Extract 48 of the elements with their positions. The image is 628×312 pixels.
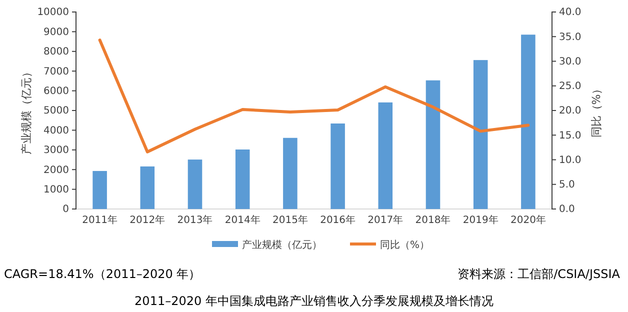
y-tick-label: 0 (62, 204, 69, 216)
bar (188, 160, 202, 209)
x-tick-label: 2013年 (177, 214, 213, 226)
y-tick-label: 8000 (44, 46, 69, 58)
bar (521, 34, 536, 209)
y2-tick-label: 20.0 (559, 106, 582, 117)
y2-tick-label: 15.0 (559, 130, 582, 142)
y-tick-label: 9000 (44, 26, 69, 38)
y-tick-label: 7000 (44, 66, 69, 78)
bar (235, 150, 250, 209)
bar (378, 102, 393, 209)
legend-label: 产业规模（亿元） (242, 239, 322, 251)
y-tick-label: 10000 (37, 7, 69, 18)
y2-axis-title: 同比（%） (590, 83, 603, 138)
y2-tick-label: 0.0 (559, 204, 575, 216)
text: 2011–2020 年中国集成电路产业销售收入分季发展规模及增长情况 (134, 294, 494, 308)
y2-tick-label: 5.0 (559, 180, 575, 191)
x-tick-label: 2017年 (368, 214, 404, 226)
x-tick-label: 2015年 (272, 214, 308, 226)
bar (426, 80, 440, 209)
y-tick-label: 2000 (44, 164, 69, 176)
x-tick-label: 2019年 (462, 214, 498, 226)
y2-tick-label: 35.0 (559, 32, 582, 43)
bar (473, 60, 488, 209)
y2-tick-label: 25.0 (559, 81, 582, 92)
y-tick-label: 6000 (44, 86, 69, 97)
bar (283, 138, 298, 209)
x-tick-label: 2018年 (415, 214, 451, 226)
bar (330, 124, 345, 209)
y-axis-title: 产业规模（亿元） (20, 66, 33, 154)
y-tick-label: 1000 (44, 184, 69, 196)
x-tick-label: 2012年 (130, 214, 166, 226)
y2-tick-label: 10.0 (559, 154, 582, 166)
y-tick-label: 3000 (44, 145, 69, 156)
x-tick-label: 2014年 (224, 214, 260, 226)
bar (140, 166, 155, 209)
y-tick-label: 4000 (44, 125, 69, 136)
line-series (98, 38, 530, 154)
x-tick-label: 2020年 (510, 214, 546, 226)
y2-tick-label: 30.0 (559, 56, 582, 68)
y2-tick-label: 40.0 (559, 7, 582, 18)
text: 资料来源：工信部/CSIA/JSSIA (458, 267, 621, 281)
text: CAGR=18.41%（2011–2020 年） (4, 267, 201, 281)
x-tick-label: 2016年 (320, 214, 356, 226)
bar (92, 170, 107, 209)
x-tick-label: 2011年 (82, 214, 118, 226)
legend-label: 同比（%） (380, 239, 430, 251)
y-tick-label: 5000 (44, 106, 69, 117)
